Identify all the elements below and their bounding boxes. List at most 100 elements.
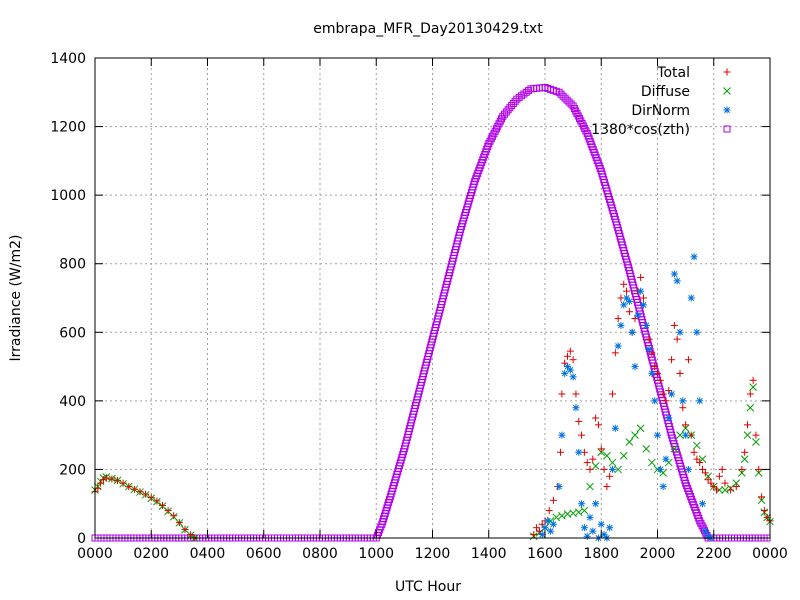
diffuse-point [574, 508, 583, 517]
total-point [114, 476, 121, 484]
cos-zenith-point [563, 96, 571, 104]
y-tick-label: 600 [59, 325, 86, 341]
cos-zenith-point [501, 110, 509, 118]
cos-zenith-point [698, 522, 706, 530]
legend-marker [723, 125, 731, 133]
diffuse-point [631, 431, 639, 439]
total-point [696, 459, 704, 467]
dirnorm-point [654, 431, 661, 439]
dirnorm-point [575, 448, 583, 456]
total-point [676, 369, 684, 377]
dirnorm-point [606, 524, 614, 532]
x-tick-label: 0000 [752, 546, 788, 562]
cos-zenith-point [561, 94, 569, 102]
total-point [592, 414, 600, 422]
dirnorm-point [679, 397, 687, 405]
x-tick-label: 0600 [246, 546, 282, 562]
total-point [102, 474, 110, 482]
dirnorm-point [699, 500, 706, 508]
dirnorm-point [656, 465, 664, 473]
diffuse-point [552, 513, 561, 522]
diffuse-point [740, 455, 749, 463]
diffuse-point [752, 438, 760, 446]
cos-zenith-point [696, 517, 704, 525]
total-point [718, 465, 726, 473]
dirnorm-point [696, 397, 704, 405]
total-point [572, 390, 580, 398]
cos-zenith-point [504, 106, 512, 114]
y-axis-label: Irradiance (W/m2) [8, 235, 24, 362]
dirnorm-point [592, 500, 600, 508]
legend-label: Diffuse [641, 84, 690, 100]
cos-zenith-point [557, 90, 565, 98]
x-tick-label: 0400 [190, 546, 226, 562]
diffuse-point [619, 451, 628, 460]
dirnorm-point [687, 294, 695, 302]
dirnorm-point [589, 527, 597, 535]
series-0 [91, 273, 774, 542]
cos-zenith-point [559, 92, 567, 100]
cos-zenith-point [508, 102, 516, 110]
y-tick-label: 1200 [50, 120, 86, 136]
total-point [755, 465, 763, 473]
cos-zenith-point [565, 98, 573, 106]
total-point [530, 531, 538, 539]
x-tick-label: 2200 [696, 546, 732, 562]
total-point [614, 315, 622, 323]
total-point [690, 448, 698, 456]
diffuse-point [625, 438, 634, 446]
total-point [645, 335, 653, 343]
dirnorm-point [631, 363, 639, 371]
dirnorm-point [620, 301, 628, 309]
total-point [597, 445, 605, 453]
total-point [609, 390, 616, 398]
total-point [136, 488, 144, 496]
total-point [549, 496, 557, 504]
dirnorm-point [586, 513, 594, 521]
total-point [670, 321, 678, 329]
total-point [159, 501, 166, 509]
x-tick-label: 1800 [583, 546, 619, 562]
dirnorm-point [682, 431, 690, 439]
total-point [668, 356, 676, 364]
total-point [564, 352, 571, 360]
total-point [682, 421, 690, 429]
y-tick-label: 0 [77, 531, 86, 547]
total-point [586, 465, 594, 473]
total-point [656, 376, 664, 384]
dirnorm-point [684, 465, 692, 473]
total-point [566, 347, 574, 355]
dirnorm-point [578, 500, 586, 508]
chart-title: embrapa_MFR_Day20130429.txt [313, 21, 543, 37]
total-point [684, 356, 692, 364]
dirnorm-point [676, 328, 684, 336]
y-tick-label: 1400 [50, 51, 86, 67]
total-point [662, 397, 670, 405]
y-tick-label: 400 [59, 394, 86, 410]
total-point [732, 483, 740, 491]
total-point [594, 421, 602, 429]
total-point [752, 431, 760, 439]
dirnorm-point [645, 345, 653, 353]
total-point [147, 494, 155, 502]
y-tick-label: 800 [59, 257, 86, 273]
y-tick-label: 1000 [50, 188, 86, 204]
total-point [611, 349, 619, 357]
total-point [741, 448, 749, 456]
diffuse-point [721, 486, 729, 494]
dirnorm-point [569, 373, 577, 381]
x-tick-label: 2000 [640, 546, 676, 562]
total-point [659, 390, 667, 398]
dirnorm-point [609, 465, 616, 473]
total-point [701, 469, 709, 477]
dirnorm-point [549, 520, 557, 528]
dirnorm-point [648, 369, 656, 377]
series-2 [538, 253, 715, 542]
legend-marker [723, 106, 731, 114]
total-point [758, 493, 766, 501]
dirnorm-point [673, 277, 681, 285]
diffuse-point [608, 458, 617, 467]
legend-label: Total [656, 65, 690, 81]
dirnorm-point [634, 311, 642, 319]
